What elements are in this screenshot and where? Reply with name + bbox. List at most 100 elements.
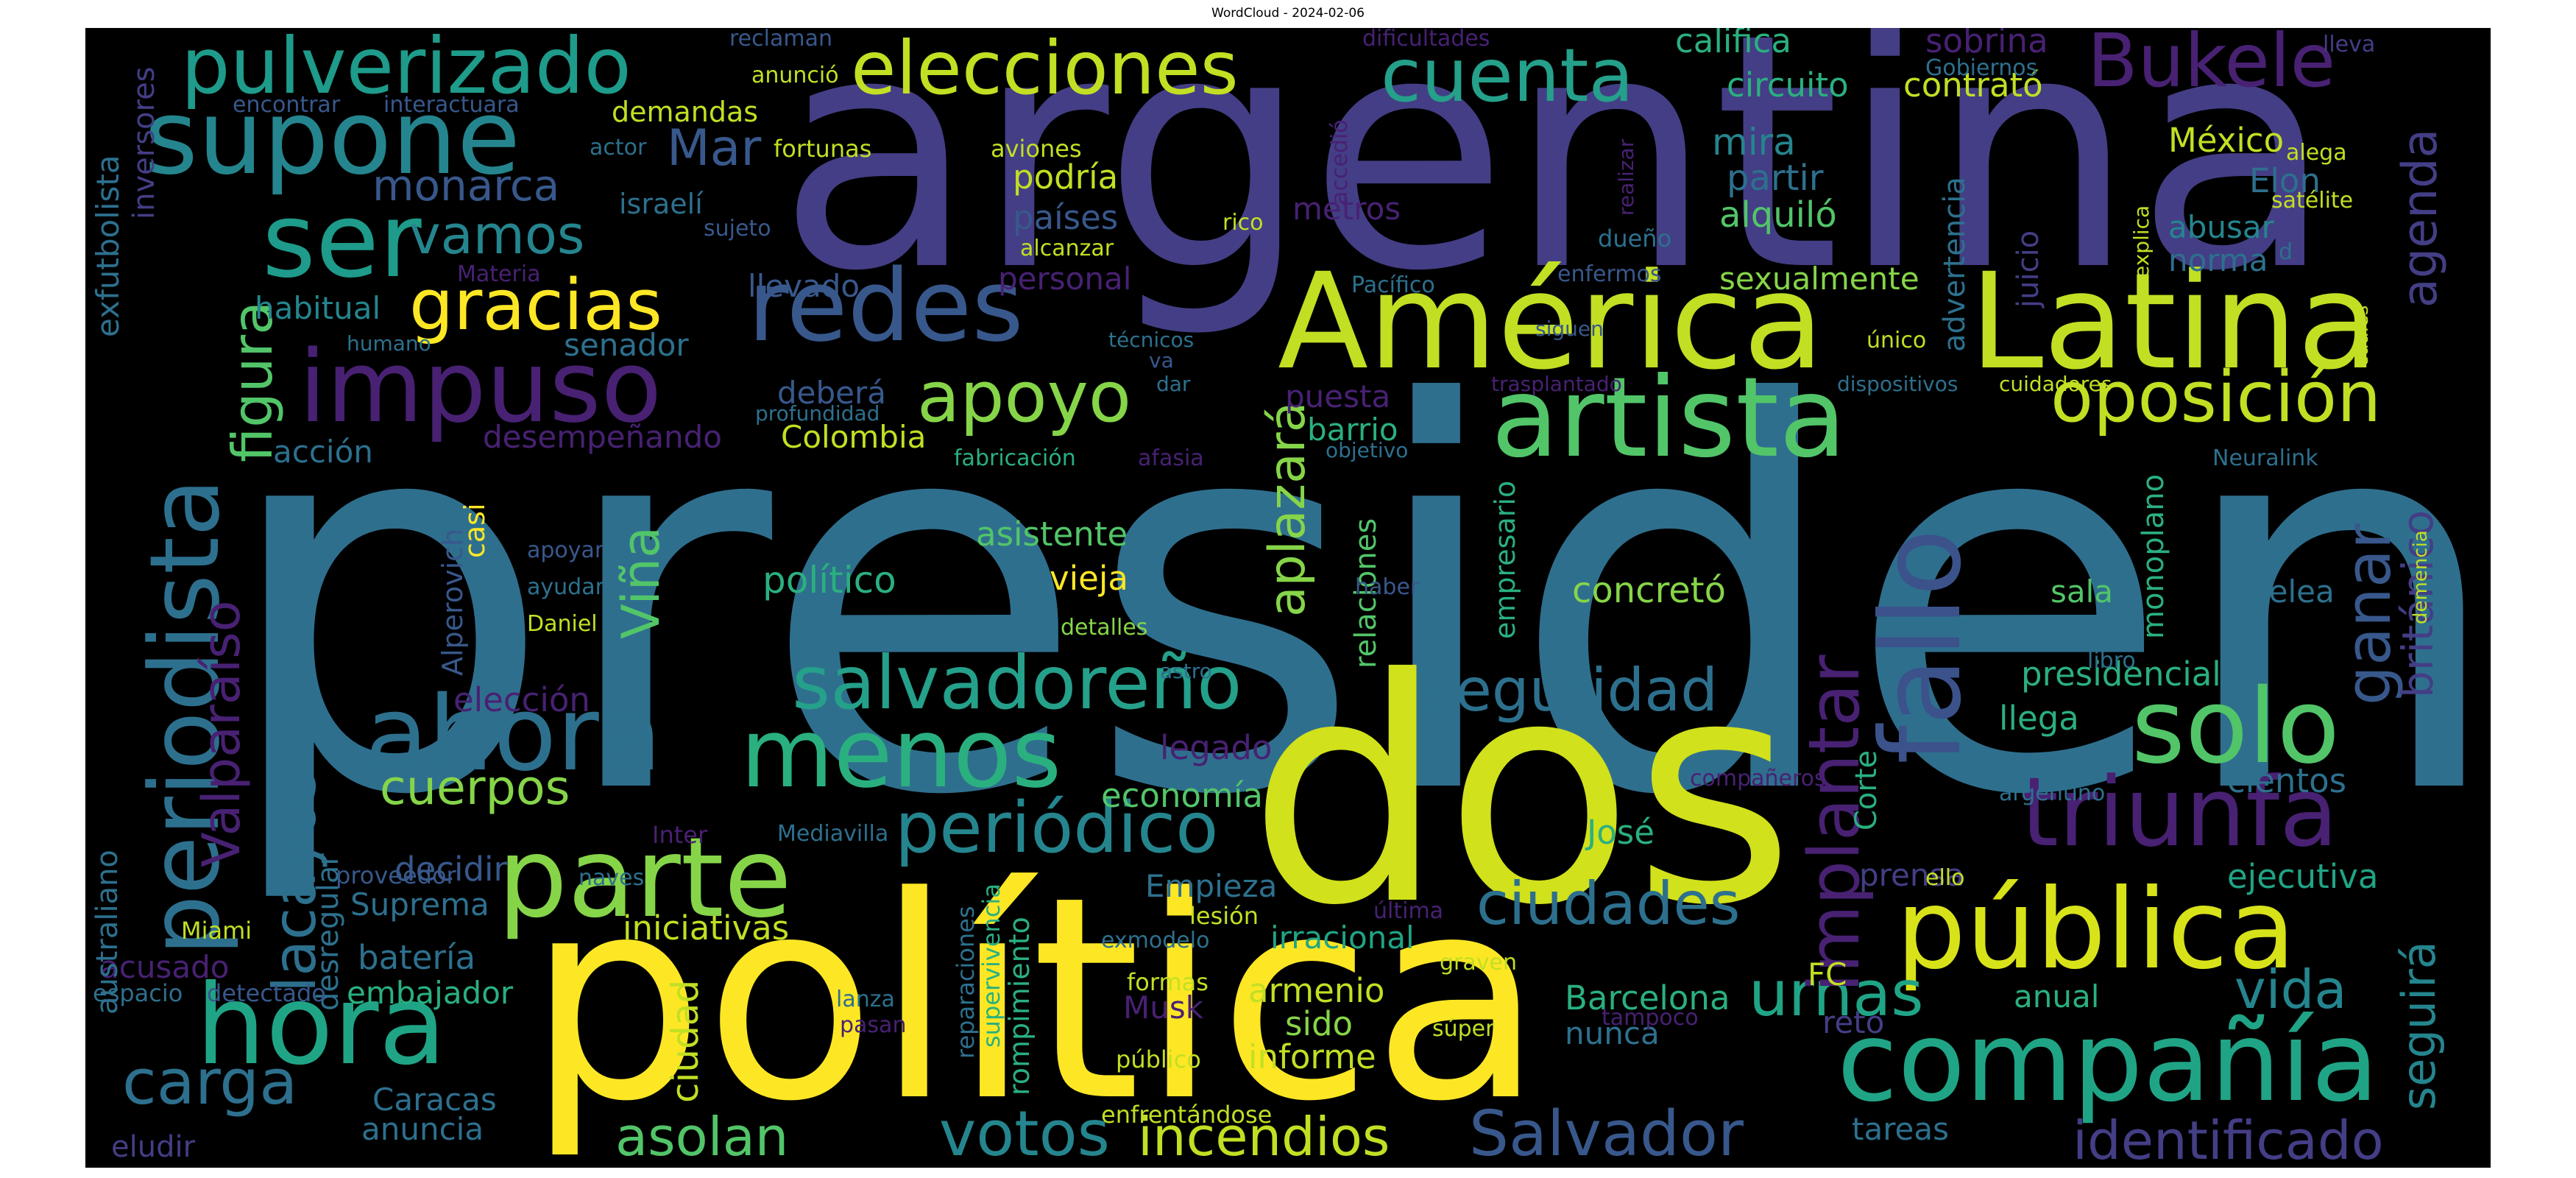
word: va [1149,348,1174,373]
word: profundidad [755,401,880,426]
word: demandas [612,96,759,128]
word: dos [1248,613,1795,973]
word: menos [740,697,1062,809]
word: sobrina [1925,28,2048,60]
word: agenda [2393,128,2448,308]
word: FC [1808,956,1847,992]
word: Empieza [1145,868,1278,904]
word: Miami [181,917,252,945]
word: Corte [1850,750,1883,830]
word: acusado [100,949,230,985]
word: contrató [1903,66,2043,105]
word: Pacífico [1351,272,1435,298]
word: circuito [1727,66,1849,105]
word: ello [1925,865,1965,891]
word: Valparaíso [191,600,252,867]
word: ciudad [664,979,707,1103]
word: última [1373,898,1444,924]
word: economía [1101,776,1263,815]
word: lleva [2323,32,2376,57]
word: norma [2168,242,2268,278]
word: cuerpos [380,761,570,816]
word: identificado [2073,1110,2384,1168]
word: desempeñando [483,419,722,455]
word: solo [2131,667,2340,787]
word: siguen [1535,317,1604,341]
word: eludir [111,1130,196,1164]
word: votos [939,1098,1110,1168]
word: senador [564,327,689,363]
word: metros [1292,191,1401,227]
word: anual [2014,978,2100,1015]
word: monoplano [2137,473,2170,639]
word: podría [1013,158,1119,197]
word: califica [1675,28,1791,60]
word: tampoco [1602,1005,1699,1031]
word: ahora [365,674,662,794]
word: apoyo [917,357,1131,438]
word: interactuara [383,92,520,118]
word: astro [1160,659,1212,683]
word: Suprema [350,886,489,923]
word: abusar [2168,209,2274,245]
word: casi [459,503,491,558]
word: afasia [1138,445,1204,471]
word: asistente [976,515,1128,554]
word: acción [273,434,373,470]
word: Mediavilla [777,821,889,847]
word: sido [1285,1004,1354,1043]
word: Neuralink [2212,445,2318,471]
word: decidir [394,850,508,889]
word: cuidadores [1999,372,2112,396]
word: América [1278,245,1825,399]
word: elección [453,680,590,719]
word: supervivencia [977,884,1005,1048]
word: fallo [1858,529,1986,764]
word: detectado [207,979,326,1007]
word: seguridad [1425,656,1719,724]
word: cuenta [1381,32,1634,119]
word: irracional [1270,920,1415,956]
word: Gobiernos [1925,55,2038,81]
word: haber [1355,574,1420,600]
word: apoyar [527,537,604,563]
word: oposición [2050,357,2382,438]
word: México [2168,121,2285,160]
word: deberá [777,375,887,411]
word: alega [2286,140,2347,166]
word: Colombia [781,419,927,455]
word: Mar [667,119,762,177]
word: pública [1896,866,2296,994]
word: Bukele [2087,28,2336,104]
word: fabricación [954,445,1076,471]
word: asolan [615,1106,789,1168]
word: fortunas [774,135,872,163]
word: reclaman [729,28,832,52]
word: libro [2087,648,2136,674]
word: parte [498,814,792,942]
word: dispositivos [1837,372,1958,396]
word: informe [1248,1037,1376,1076]
word-cloud-canvas: presidente argentina política dos Améric… [85,28,2491,1168]
word: encontrar [233,92,341,118]
word: urnas [1749,958,1924,1031]
word: prensa [1859,857,1965,893]
word: elecciones [851,28,1239,111]
word: realizar [1614,138,1638,216]
word: político [762,559,896,602]
word: llevado [748,268,860,304]
word: concretó [1572,570,1726,611]
word: lesión [1189,902,1259,930]
word: anunció [751,63,839,88]
word: alquiló [1719,194,1837,236]
word: empresario [1489,480,1521,639]
word: partir [1727,158,1824,199]
word: accedió [1327,119,1353,205]
word: juicio [2011,230,2045,308]
word: demencia [2410,530,2432,624]
word: mira [1712,121,1796,163]
word: satélite [2271,188,2354,214]
word: reto [1822,1004,1885,1040]
word: público [1116,1045,1201,1073]
word: aplazará [1259,401,1317,617]
